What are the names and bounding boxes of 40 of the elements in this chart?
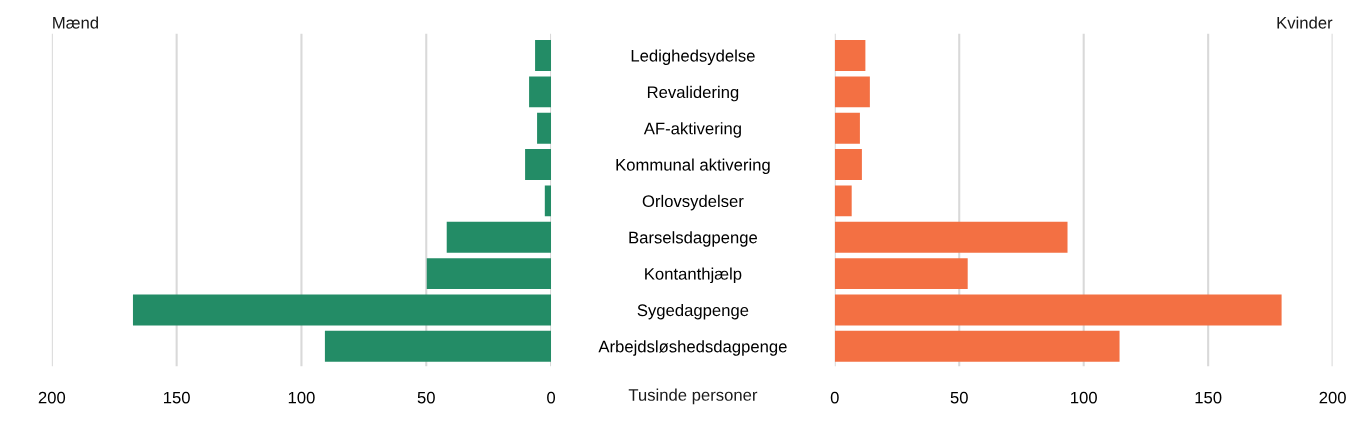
x-tick-label: 150 <box>1195 391 1222 404</box>
bar <box>834 294 1282 326</box>
x-tick-label: 150 <box>164 391 190 404</box>
x-tick-label: 200 <box>38 391 66 404</box>
y-tick-label: Arbejdsløshedsdagpenge <box>598 340 787 356</box>
bar <box>535 40 552 71</box>
bar <box>132 294 552 326</box>
y-tick-label: AF-aktivering <box>643 122 741 138</box>
bar <box>834 76 870 108</box>
x-tick-label: 0 <box>830 391 839 404</box>
x-tick-label: 50 <box>417 391 435 404</box>
y-tick-label: Revalidering <box>647 85 739 102</box>
y-tick-label: Orlovsydelser <box>642 194 744 211</box>
x-tick-label: 200 <box>1319 391 1346 404</box>
y-tick-label: Kontanthjælp <box>645 267 742 284</box>
bar <box>446 221 552 253</box>
bar <box>834 221 1068 253</box>
x-axis-title: Tusinde personer <box>628 388 758 405</box>
y-tick-label: Ledighedsydelse <box>631 49 755 65</box>
bar <box>834 258 968 290</box>
bar <box>834 149 862 180</box>
text: Mænd <box>53 16 98 29</box>
y-tick-label: Sygedagpenge <box>637 303 749 320</box>
bar <box>426 258 552 290</box>
x-tick-label: 0 <box>547 391 556 404</box>
bar <box>834 112 860 144</box>
y-tick-label: Kommunal aktivering <box>616 158 770 175</box>
bar <box>834 185 852 217</box>
bar <box>544 185 552 217</box>
bar <box>324 330 552 362</box>
x-tick-label: 100 <box>288 391 315 404</box>
x-tick-label: 50 <box>950 391 968 404</box>
bar <box>529 76 552 108</box>
bar <box>834 330 1120 362</box>
bar <box>537 112 552 144</box>
x-tick-label: 100 <box>1071 391 1097 404</box>
bar <box>525 149 552 180</box>
y-tick-label: Barselsdagpenge <box>629 231 758 247</box>
bar <box>834 40 866 71</box>
text: Kvinder <box>1277 16 1333 29</box>
